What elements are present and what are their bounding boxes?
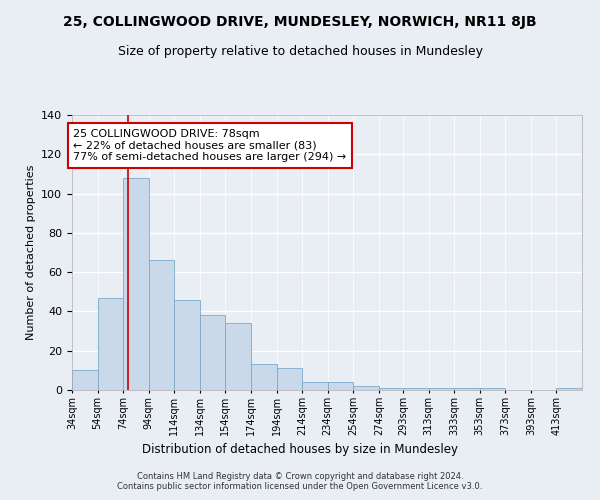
Bar (480, 388, 505, 390)
Text: Contains HM Land Registry data © Crown copyright and database right 2024.: Contains HM Land Registry data © Crown c… (137, 472, 463, 481)
Bar (174, 300, 200, 390)
Bar (428, 388, 454, 390)
Bar (123, 178, 149, 390)
Text: 25 COLLINGWOOD DRIVE: 78sqm
← 22% of detached houses are smaller (83)
77% of sem: 25 COLLINGWOOD DRIVE: 78sqm ← 22% of det… (73, 128, 347, 162)
Text: Distribution of detached houses by size in Mundesley: Distribution of detached houses by size … (142, 442, 458, 456)
Text: 25, COLLINGWOOD DRIVE, MUNDESLEY, NORWICH, NR11 8JB: 25, COLLINGWOOD DRIVE, MUNDESLEY, NORWIC… (63, 15, 537, 29)
Bar (149, 260, 174, 390)
Bar (226, 323, 251, 390)
Text: Contains public sector information licensed under the Open Government Licence v3: Contains public sector information licen… (118, 482, 482, 491)
Bar (200, 316, 226, 390)
Bar (302, 382, 328, 390)
Bar (251, 364, 277, 390)
Text: Size of property relative to detached houses in Mundesley: Size of property relative to detached ho… (118, 45, 482, 58)
Y-axis label: Number of detached properties: Number of detached properties (26, 165, 35, 340)
Bar (277, 368, 302, 390)
Bar (454, 388, 480, 390)
Bar (403, 388, 428, 390)
Bar (353, 386, 379, 390)
Bar (98, 298, 123, 390)
Bar (379, 388, 403, 390)
Bar (328, 382, 353, 390)
Bar (72, 370, 98, 390)
Bar (556, 388, 582, 390)
